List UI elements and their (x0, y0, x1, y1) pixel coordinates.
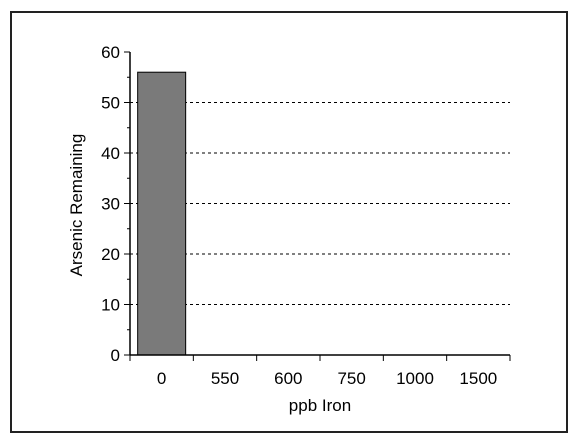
y-axis-label: Arsenic Remaining (67, 134, 86, 277)
y-tick-label: 10 (101, 296, 120, 315)
chart-border (10, 11, 568, 433)
y-tick-label: 0 (111, 346, 120, 365)
x-tick-label-600: 600 (274, 369, 302, 388)
y-tick-label: 30 (101, 195, 120, 214)
y-tick-labels: 0 10 20 30 40 50 60 (101, 43, 120, 365)
axes (124, 51, 511, 361)
y-tick-label: 40 (101, 144, 120, 163)
y-tick-label: 20 (101, 245, 120, 264)
x-tick-label-1000: 1000 (396, 369, 434, 388)
y-tick-label: 50 (101, 94, 120, 113)
x-tick-label-550: 550 (211, 369, 239, 388)
y-tick-label: 60 (101, 43, 120, 62)
x-tick-label-1500: 1500 (459, 369, 497, 388)
x-tick-label-750: 750 (337, 369, 365, 388)
bars (137, 71, 187, 356)
x-axis-label: ppb Iron (289, 396, 351, 415)
x-tick-label-0: 0 (157, 369, 166, 388)
bar-0 (137, 71, 187, 356)
x-tick-labels: 0 550 600 750 1000 1500 (157, 369, 497, 388)
